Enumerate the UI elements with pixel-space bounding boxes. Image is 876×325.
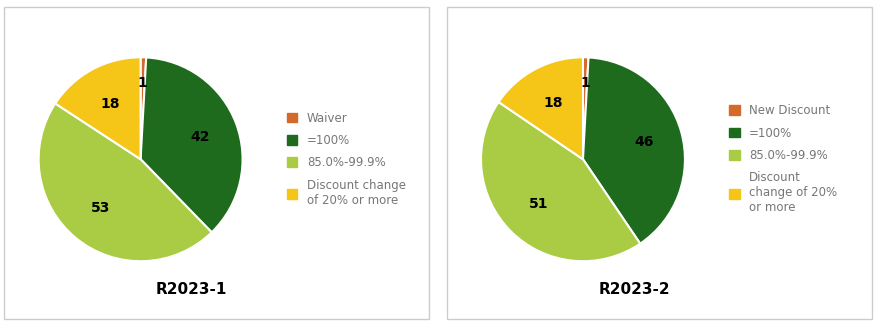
Wedge shape [140, 57, 146, 159]
Text: 51: 51 [528, 197, 548, 211]
Text: 18: 18 [101, 97, 120, 110]
Wedge shape [481, 102, 640, 261]
Legend: Waiver, =100%, 85.0%-99.9%, Discount change
of 20% or more: Waiver, =100%, 85.0%-99.9%, Discount cha… [286, 111, 406, 207]
Wedge shape [498, 57, 583, 159]
Wedge shape [140, 58, 243, 232]
Text: 46: 46 [634, 135, 653, 149]
Legend: New Discount, =100%, 85.0%-99.9%, Discount
change of 20%
or more: New Discount, =100%, 85.0%-99.9%, Discou… [729, 104, 837, 214]
Text: 1: 1 [138, 76, 147, 90]
Text: R2023-2: R2023-2 [598, 282, 670, 297]
Text: 42: 42 [190, 130, 209, 144]
Text: 1: 1 [580, 76, 590, 90]
Wedge shape [39, 103, 212, 261]
Text: R2023-1: R2023-1 [156, 282, 227, 297]
Text: 53: 53 [91, 201, 110, 215]
Wedge shape [55, 57, 141, 159]
Wedge shape [583, 57, 589, 159]
Text: 18: 18 [544, 97, 563, 110]
Wedge shape [583, 58, 685, 244]
